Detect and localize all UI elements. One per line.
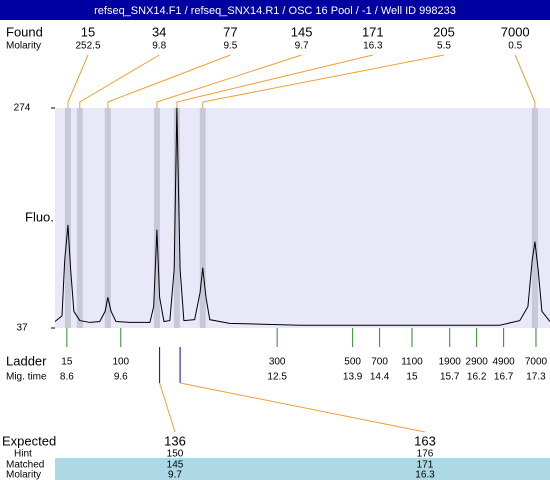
- expected-molarity: 9.7: [168, 470, 182, 480]
- peak-connector: [156, 54, 302, 108]
- ladder-size: 2900: [466, 357, 489, 368]
- found-size: 171: [362, 24, 384, 39]
- found-molarity: 9.8: [152, 41, 166, 52]
- expected-hint: 176: [417, 449, 434, 460]
- ladder-size: 700: [371, 357, 388, 368]
- y-tick-label: 37: [16, 323, 28, 334]
- peak-band: [531, 108, 538, 328]
- ladder-time: 14.4: [370, 372, 390, 383]
- found-size: 205: [433, 24, 455, 39]
- peak-band: [64, 108, 71, 328]
- expected-connector: [179, 382, 426, 433]
- y-axis-label: Fluo.: [25, 209, 54, 224]
- peak-band: [104, 108, 111, 328]
- ladder-time: 15: [406, 372, 418, 383]
- expected-label: Expected: [2, 433, 56, 448]
- found-molarity-label: Molarity: [6, 41, 41, 52]
- expected-matched: 145: [167, 460, 184, 471]
- found-size: 7000: [501, 24, 530, 39]
- peak-band: [76, 108, 83, 328]
- ladder-time: 12.5: [267, 372, 287, 383]
- ladder-size: 500: [344, 357, 361, 368]
- ladder-size: 100: [112, 357, 129, 368]
- ladder-size: 300: [269, 357, 286, 368]
- expected-connector: [159, 382, 176, 433]
- found-label: Found: [6, 24, 43, 39]
- found-molarity: 9.5: [223, 41, 237, 52]
- ladder-size: 1900: [439, 357, 462, 368]
- found-molarity: 5.5: [437, 41, 451, 52]
- peak-connector: [514, 54, 536, 108]
- ladder-time: 16.7: [494, 372, 514, 383]
- peak-connector: [202, 54, 445, 108]
- title: refseq_SNX14.F1 / refseq_SNX14.R1 / OSC …: [94, 5, 456, 17]
- found-molarity: 9.7: [295, 41, 309, 52]
- expected-size: 136: [164, 433, 186, 448]
- peak-connector: [67, 54, 89, 108]
- found-size: 145: [291, 24, 313, 39]
- ladder-time: 13.9: [343, 372, 363, 383]
- ladder-time: 16.2: [467, 372, 487, 383]
- found-molarity: 252.5: [75, 41, 100, 52]
- ladder-size: 7000: [525, 357, 548, 368]
- hint-label: Hint: [14, 449, 32, 460]
- ladder-size: 15: [61, 357, 73, 368]
- found-molarity: 16.3: [363, 41, 383, 52]
- ladder-time-label: Mig. time: [6, 372, 47, 383]
- ladder-time: 15.7: [440, 372, 460, 383]
- ladder-size: 1100: [401, 357, 423, 368]
- matched-band: [55, 458, 550, 480]
- y-tick-label: 274: [14, 103, 31, 114]
- expected-hint: 150: [167, 449, 184, 460]
- expected-molarity: 16.3: [415, 470, 435, 480]
- found-molarity: 0.5: [508, 41, 522, 52]
- peak-connector: [107, 54, 231, 108]
- peak-band: [153, 108, 160, 328]
- expected-matched: 171: [417, 460, 434, 471]
- matched-label: Matched: [6, 460, 44, 471]
- peak-connector: [79, 54, 160, 108]
- expected-size: 163: [414, 433, 436, 448]
- peak-band: [199, 108, 206, 328]
- peak-band: [173, 108, 180, 328]
- trace: [54, 107, 550, 326]
- found-size: 34: [152, 24, 166, 39]
- ladder-time: 9.6: [114, 372, 128, 383]
- peak-connector: [176, 54, 373, 108]
- expected-molarity-label: Molarity: [6, 470, 41, 480]
- ladder-time: 17.3: [526, 372, 546, 383]
- found-size: 77: [223, 24, 237, 39]
- ladder-time: 8.6: [60, 372, 74, 383]
- plot-area: [55, 108, 550, 328]
- ladder-label: Ladder: [6, 353, 47, 368]
- title-bar: [0, 0, 550, 20]
- ladder-size: 4900: [493, 357, 516, 368]
- found-size: 15: [81, 24, 95, 39]
